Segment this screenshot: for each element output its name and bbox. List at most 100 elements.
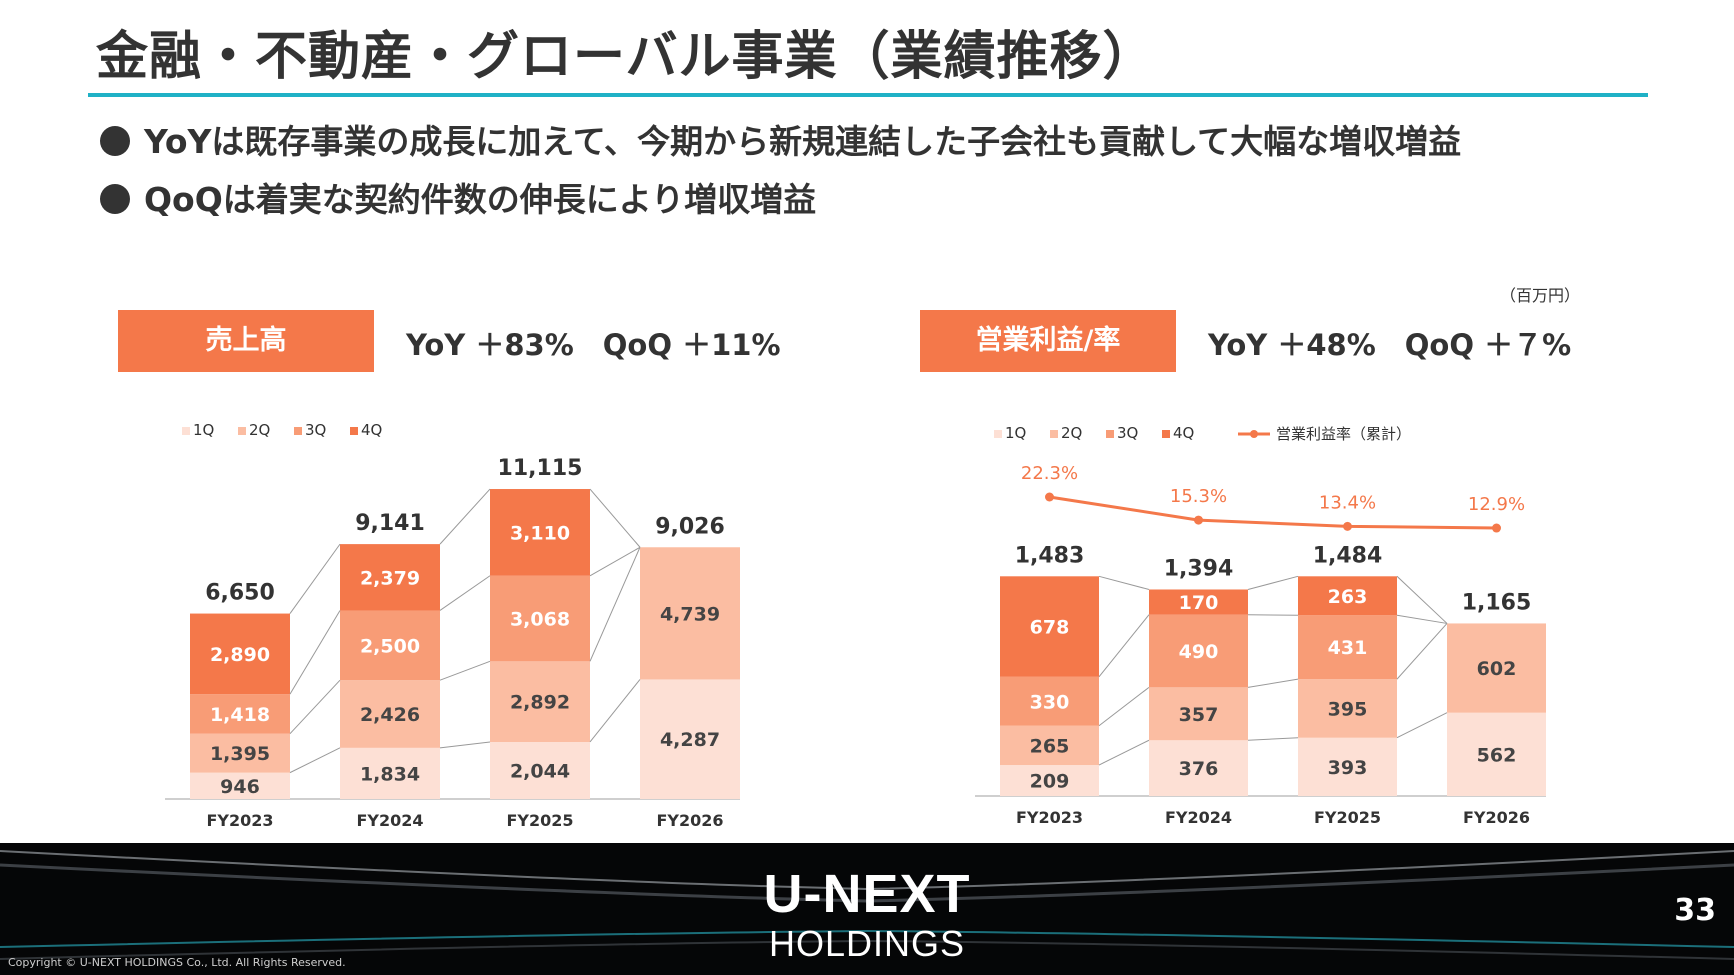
legend-swatch-2q — [238, 427, 246, 435]
bar-connector-line — [439, 575, 491, 611]
bullet-text-2: QoQは着実な契約件数の伸長により増収増益 — [144, 180, 817, 219]
footer-banner: U-NEXT HOLDINGS 33 Copyright © U-NEXT HO… — [0, 843, 1734, 975]
margin-point — [1343, 521, 1352, 531]
x-tick-label: FY2024 — [356, 811, 423, 830]
legend-label-2q: 2Q — [1061, 424, 1082, 442]
bar-total-label: 1,165 — [1462, 590, 1532, 615]
bullet-point-1: YoYは既存事業の成長に加えて、今期から新規連結した子会社も貢献して大幅な増収増… — [100, 115, 1461, 163]
margin-value-label: 15.3% — [1170, 486, 1227, 507]
bar-value-label: 431 — [1328, 637, 1368, 659]
bar-value-label: 395 — [1328, 698, 1368, 720]
margin-point — [1045, 492, 1054, 502]
bar-segment-2q-fy2023 — [1000, 725, 1099, 766]
bar-segment-1q-fy2026 — [640, 679, 740, 799]
page-title: 金融・不動産・グローバル事業（業績推移） — [96, 27, 1156, 87]
operating-profit-stacked-bar-chart: 1Q 2Q 3Q 4Q 209 265 330 678 1,483 FY2023 376 357 490… — [975, 424, 1546, 827]
bar-connector-line — [1396, 614, 1448, 624]
bar-value-label: 2,500 — [360, 635, 420, 657]
bar-connector-line — [1396, 712, 1448, 739]
x-tick-label: FY2026 — [1463, 808, 1530, 827]
bullet-dot-icon — [100, 184, 130, 214]
x-tick-label: FY2023 — [206, 811, 273, 830]
bar-segment-4q-fy2025 — [1298, 576, 1397, 616]
legend-swatch-1q — [182, 427, 190, 435]
bar-segment-1q-fy2024 — [1149, 740, 1248, 796]
legend-swatch-2q — [1050, 430, 1058, 438]
bar-connector-line — [1396, 575, 1448, 624]
bar-segment-1q-fy2025 — [490, 741, 590, 799]
brand-logo-top: U-NEXT — [763, 864, 971, 924]
margin-point — [1492, 523, 1501, 533]
bar-segment-2q-fy2026 — [640, 547, 740, 680]
bar-segment-4q-fy2025 — [490, 489, 590, 576]
brand-logo-bottom: HOLDINGS — [768, 923, 966, 964]
bar-segment-4q-fy2023 — [190, 613, 290, 695]
bar-total-label: 6,650 — [205, 581, 275, 606]
bar-segment-2q-fy2024 — [1149, 687, 1248, 741]
bar-value-label: 376 — [1179, 758, 1219, 780]
bar-value-label: 1,395 — [210, 743, 270, 765]
title-underline — [88, 93, 1648, 97]
bar-connector-line — [289, 747, 341, 774]
bar-value-label: 393 — [1328, 757, 1368, 779]
bar-segment-1q-fy2024 — [340, 747, 440, 799]
margin-value-label: 12.9% — [1468, 494, 1525, 515]
legend-swatch-3q — [294, 427, 302, 435]
bar-value-label: 263 — [1328, 586, 1368, 608]
bullet-dot-icon — [100, 126, 130, 156]
legend-swatch-3q — [1106, 430, 1114, 438]
bar-connector-line — [589, 488, 641, 548]
profit-label-box: 営業利益/率 — [920, 310, 1176, 372]
footer-light-streaks — [0, 850, 1734, 960]
bar-value-label: 2,892 — [510, 692, 570, 714]
bar-segment-3q-fy2023 — [1000, 676, 1099, 726]
bar-connector-line — [439, 660, 491, 681]
bar-segment-2q-fy2025 — [1298, 679, 1397, 738]
legend-line-marker — [1250, 430, 1258, 438]
legend-label-3q: 3Q — [1117, 424, 1138, 442]
x-tick-label: FY2024 — [1165, 808, 1232, 827]
bar-connector-line — [439, 741, 491, 749]
bar-segment-2q-fy2024 — [340, 680, 440, 748]
page-number: 33 — [1674, 893, 1716, 928]
bar-value-label: 4,287 — [660, 729, 720, 751]
bar-connector-line — [439, 488, 491, 545]
bar-connector-line — [1098, 614, 1150, 678]
bar-value-label: 2,426 — [360, 704, 420, 726]
bar-segment-4q-fy2023 — [1000, 576, 1099, 677]
bar-total-label: 9,141 — [355, 511, 425, 536]
revenue-label-box: 売上高 — [118, 310, 374, 372]
bullet-point-2: QoQは着実な契約件数の伸長により増収増益 — [100, 173, 816, 221]
legend-label-4q: 4Q — [361, 421, 382, 439]
bar-segment-2q-fy2026 — [1447, 623, 1546, 713]
bar-connector-line — [289, 679, 341, 735]
legend-label-1q: 1Q — [1005, 424, 1026, 442]
bar-value-label: 4,739 — [660, 603, 720, 625]
bar-value-label: 170 — [1179, 592, 1219, 614]
unit-label: （百万円） — [1500, 286, 1581, 305]
bar-value-label: 2,890 — [210, 644, 270, 666]
legend-swatch-1q — [994, 430, 1002, 438]
bar-value-label: 265 — [1030, 735, 1070, 757]
bar-total-label: 1,484 — [1313, 543, 1383, 568]
bar-connector-line — [1098, 686, 1150, 727]
bar-connector-line — [1247, 737, 1299, 741]
legend-label-1q: 1Q — [193, 421, 214, 439]
bar-value-label: 678 — [1030, 617, 1070, 639]
bar-segment-3q-fy2024 — [340, 610, 440, 681]
bar-total-label: 1,483 — [1015, 543, 1085, 568]
copyright-text: Copyright © U-NEXT HOLDINGS Co., Ltd. Al… — [8, 956, 346, 969]
margin-point — [1194, 515, 1203, 525]
bar-value-label: 562 — [1477, 744, 1517, 766]
bar-value-label: 1,834 — [360, 763, 420, 785]
bar-connector-line — [289, 610, 341, 695]
bar-total-label: 1,394 — [1164, 556, 1234, 581]
bar-value-label: 2,044 — [510, 760, 570, 782]
bar-segment-2q-fy2025 — [490, 661, 590, 742]
bar-connector-line — [1247, 678, 1299, 688]
bar-segment-1q-fy2023 — [1000, 765, 1099, 796]
profit-growth-text: YoY ＋48% QoQ ＋７% — [1208, 328, 1572, 362]
bar-total-label: 9,026 — [655, 514, 725, 539]
bar-connector-line — [1098, 575, 1150, 590]
bar-segment-1q-fy2023 — [190, 772, 290, 799]
